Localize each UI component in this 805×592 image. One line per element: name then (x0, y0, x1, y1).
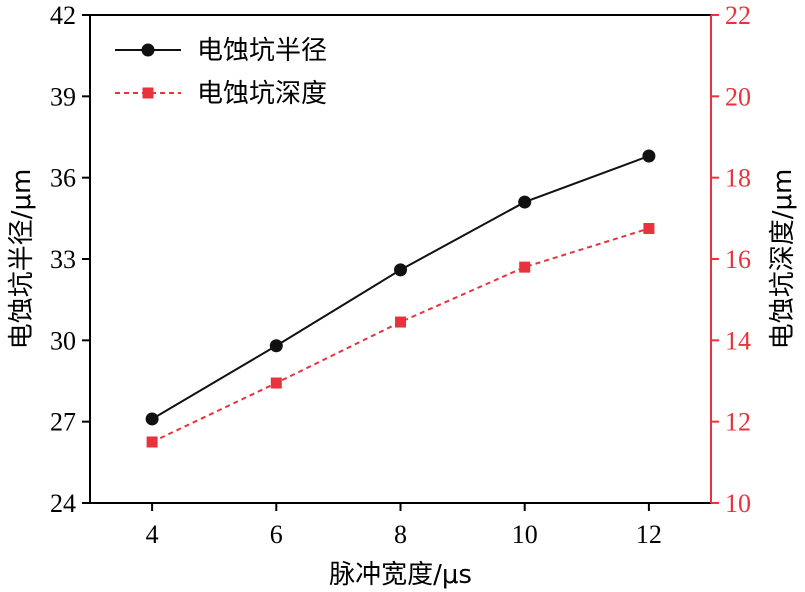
right-y-tick-label: 20 (725, 82, 751, 111)
right-y-tick-label: 18 (725, 164, 751, 193)
data-point-square (270, 377, 282, 389)
right-y-tick-label: 10 (725, 489, 751, 518)
left-y-tick-label: 36 (50, 164, 76, 193)
right-y-tick-label: 14 (725, 326, 751, 355)
data-point-circle (269, 339, 283, 353)
data-point-square (643, 223, 655, 234)
legend-label-1: 电蚀坑半径 (197, 36, 327, 66)
left-y-axis-label: 电蚀坑半径/μm (7, 169, 37, 350)
data-point-square (519, 261, 531, 273)
right-y-tick-label: 12 (725, 408, 751, 437)
left-y-tick-label: 30 (50, 326, 76, 355)
data-point-circle (642, 149, 656, 163)
data-point-square (395, 316, 406, 328)
x-tick-label: 8 (394, 520, 407, 549)
legend-marker-square (142, 87, 154, 99)
left-y-tick-label: 27 (50, 408, 76, 437)
x-tick-label: 12 (636, 520, 662, 549)
legend-label-2: 电蚀坑深度 (197, 79, 327, 109)
x-tick-label: 4 (146, 520, 159, 549)
data-point-circle (145, 412, 159, 426)
data-point-circle (518, 195, 532, 209)
series-line-2 (151, 227, 650, 443)
x-tick-label: 10 (512, 520, 538, 549)
left-y-tick-label: 42 (50, 1, 76, 30)
x-axis-label: 脉冲宽度/μs (329, 560, 472, 590)
left-y-tick-label: 33 (50, 245, 76, 274)
data-point-circle (394, 263, 407, 277)
legend-marker-circle (141, 43, 155, 57)
right-y-axis-label: 电蚀坑深度/μm (768, 169, 798, 350)
series-line-1 (151, 155, 650, 420)
left-y-tick-label: 39 (50, 82, 76, 111)
x-tick-label: 6 (270, 520, 283, 549)
right-y-tick-label: 16 (725, 245, 751, 274)
right-y-tick-label: 22 (725, 1, 751, 30)
left-y-tick-label: 24 (50, 489, 76, 518)
data-point-square (146, 436, 158, 448)
